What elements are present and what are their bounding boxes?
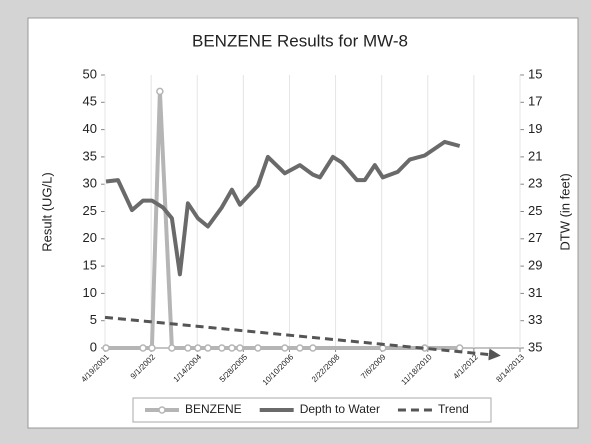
y2-tick-label: 27: [528, 230, 542, 245]
point: [148, 344, 156, 352]
y-tick-label: 15: [83, 258, 97, 273]
series-line: [106, 89, 460, 350]
y2-tick-label: 31: [528, 285, 542, 300]
legend-label: Depth to Water: [300, 402, 380, 416]
point: [379, 344, 387, 352]
point: [281, 344, 289, 352]
legend-marker: [158, 406, 166, 414]
chart-frame: [27, 17, 579, 429]
point: [218, 344, 226, 352]
point: [194, 344, 202, 352]
point: [168, 344, 176, 352]
y-tick-label: 35: [83, 148, 97, 163]
point: [139, 344, 147, 352]
y-tick-label: 25: [83, 203, 97, 218]
point: [102, 344, 110, 352]
y-tick-label: 10: [83, 285, 97, 300]
y-tick-label: 0: [90, 339, 97, 354]
y2-tick-label: 25: [528, 203, 542, 218]
y-axis-label: Result (UG/L): [39, 172, 54, 251]
y2-tick-label: 33: [528, 312, 542, 327]
y2-tick-label: 35: [528, 339, 542, 354]
y-tick-label: 50: [83, 66, 97, 81]
y-tick-label: 45: [83, 94, 97, 109]
point: [204, 344, 212, 352]
y2-tick-label: 21: [528, 148, 542, 163]
point: [236, 344, 244, 352]
y2-axis-label: DTW (in feet): [557, 173, 572, 250]
y2-tick-label: 29: [528, 258, 542, 273]
series-line: [104, 315, 501, 361]
point: [184, 344, 192, 352]
point: [254, 344, 262, 352]
y2-tick-label: 23: [528, 176, 542, 191]
legend-label: Trend: [438, 402, 469, 416]
y2-tick-label: 15: [528, 66, 542, 81]
point: [296, 344, 304, 352]
series-line: [105, 139, 461, 277]
legend-label: BENZENE: [185, 402, 242, 416]
point: [228, 344, 236, 352]
point: [156, 87, 164, 96]
y2-tick-label: 19: [528, 121, 542, 136]
chart-title: BENZENE Results for MW-8: [192, 31, 408, 50]
y2-tick-label: 17: [528, 94, 542, 109]
y-tick-label: 5: [90, 312, 97, 327]
y-tick-label: 30: [83, 176, 97, 191]
y-tick-label: 40: [83, 121, 97, 136]
y-tick-label: 20: [83, 230, 97, 245]
point: [309, 344, 317, 352]
